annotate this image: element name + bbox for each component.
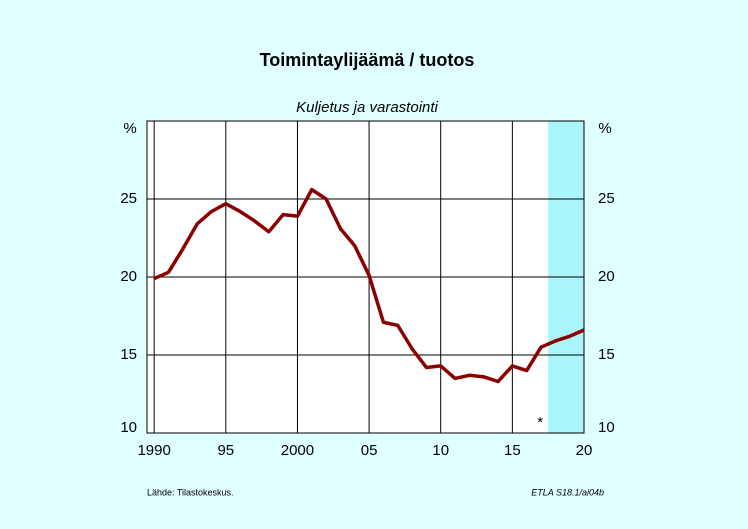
y2-tick-label: 10 (598, 419, 615, 436)
y-tick-label: 15 (120, 346, 137, 363)
y2-tick-label: 20 (598, 268, 615, 285)
x-tick-label: 05 (361, 442, 378, 459)
x-tick-label: 10 (432, 442, 449, 459)
data-line (153, 187, 585, 384)
source: Lähde: Tilastokeskus. (147, 487, 234, 497)
code: ETLA S18.1/ai04b (531, 487, 604, 497)
x-tick-label: 15 (504, 442, 521, 459)
chart-title: Toimintaylijäämä / tuotos (260, 50, 475, 70)
chart-subtitle: Kuljetus ja varastointi (296, 99, 438, 116)
y2-tick-label: 25 (598, 190, 615, 207)
annotation: * (537, 414, 543, 431)
x-tick-label: 20 (576, 442, 593, 459)
y-tick-label: 10 (120, 419, 137, 436)
x-tick-label: 1990 (137, 442, 170, 459)
y-unit-left: % (123, 120, 136, 137)
y-tick-label: 25 (120, 190, 137, 207)
y2-tick-label: 15 (598, 346, 615, 363)
x-tick-label: 2000 (281, 442, 314, 459)
x-tick-label: 95 (217, 442, 234, 459)
y-tick-label: 20 (120, 268, 137, 285)
plot-border (146, 120, 585, 434)
y-unit-right: % (598, 120, 611, 137)
